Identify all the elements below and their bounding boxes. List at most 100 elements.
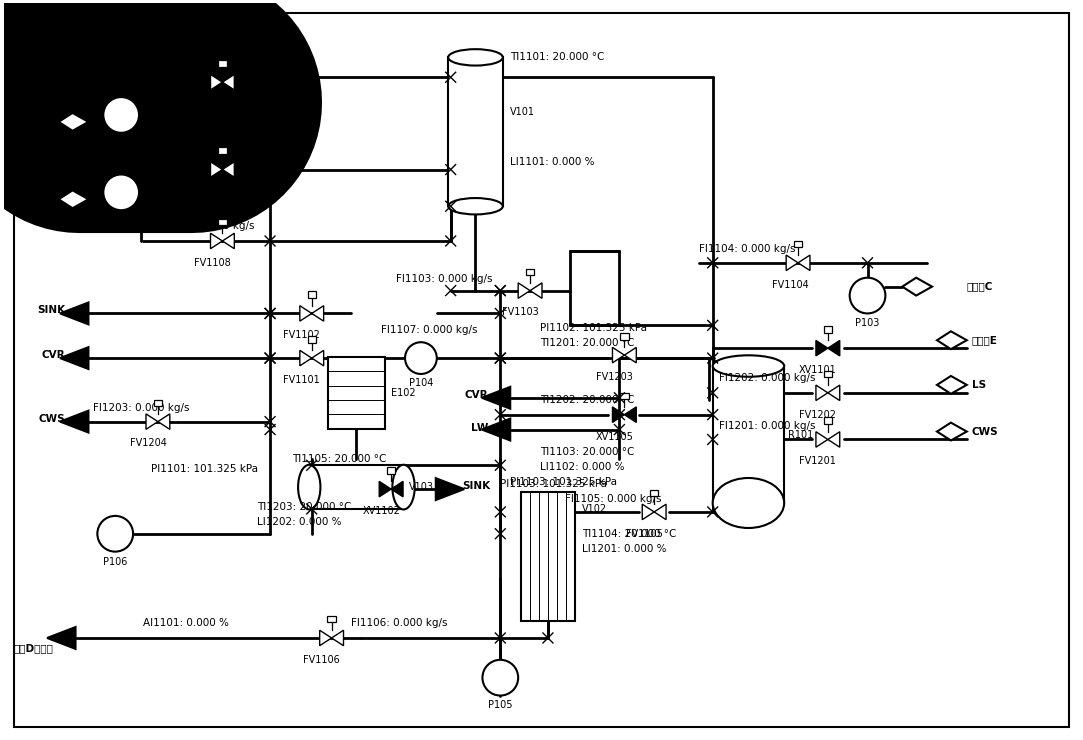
Polygon shape [312, 350, 324, 366]
Polygon shape [391, 481, 403, 497]
Text: FV1105: FV1105 [626, 529, 663, 539]
Text: TI1203: 20.000 °C: TI1203: 20.000 °C [257, 502, 352, 512]
Polygon shape [222, 233, 234, 249]
Polygon shape [312, 306, 324, 321]
Polygon shape [300, 350, 312, 366]
Polygon shape [530, 283, 542, 298]
Text: FI1101: 0.000 kg/s: FI1101: 0.000 kg/s [158, 59, 255, 70]
Bar [824, 371, 832, 377]
Text: FV1104: FV1104 [772, 280, 809, 289]
Polygon shape [827, 431, 839, 447]
Polygon shape [210, 162, 222, 178]
Polygon shape [60, 347, 89, 369]
Text: CWS: CWS [971, 426, 999, 437]
Text: FV1204: FV1204 [130, 439, 167, 448]
Text: XV1105: XV1105 [596, 431, 634, 442]
Text: FV1108: FV1108 [194, 258, 231, 268]
Polygon shape [815, 431, 827, 447]
Circle shape [103, 175, 139, 210]
Polygon shape [379, 481, 391, 497]
Text: XV1101: XV1101 [799, 365, 837, 375]
Text: XV1102: XV1102 [363, 506, 400, 516]
Text: TI1105: 20.000 °C: TI1105: 20.000 °C [292, 454, 387, 464]
Circle shape [103, 97, 139, 132]
Text: FI1102: 0.000 kg/s: FI1102: 0.000 kg/s [158, 152, 255, 161]
Text: TI1202: 20.000 °C: TI1202: 20.000 °C [540, 394, 635, 405]
Circle shape [482, 660, 518, 696]
Polygon shape [158, 414, 170, 429]
Text: FV1103: FV1103 [501, 308, 538, 317]
Text: FI1103: 0.000 kg/s: FI1103: 0.000 kg/s [396, 274, 493, 283]
Circle shape [850, 278, 886, 314]
Bar [448, 58, 503, 206]
Text: FI1104: 0.000 kg/s: FI1104: 0.000 kg/s [699, 244, 795, 254]
Text: FV1102: FV1102 [284, 330, 321, 340]
Text: PI1101: 101.325 kPa: PI1101: 101.325 kPa [151, 464, 258, 474]
Polygon shape [300, 306, 312, 321]
Text: P103: P103 [856, 318, 879, 329]
Text: TI1104: 20.000 °C: TI1104: 20.000 °C [582, 529, 676, 539]
Text: FV1201: FV1201 [799, 457, 836, 466]
Ellipse shape [713, 355, 784, 377]
Bar [308, 292, 316, 298]
Polygon shape [625, 347, 637, 363]
Bar [327, 616, 336, 622]
Text: FV1202: FV1202 [799, 410, 836, 420]
Text: FI1202: 0.000 kg/s: FI1202: 0.000 kg/s [719, 373, 815, 383]
Bar [621, 393, 628, 399]
Text: LW: LW [471, 423, 488, 433]
Bar [219, 219, 226, 226]
Circle shape [97, 516, 133, 551]
Text: LI1202: 0.000 %: LI1202: 0.000 % [257, 517, 341, 527]
Polygon shape [222, 75, 234, 90]
Text: FI1203: 0.000 kg/s: FI1203: 0.000 kg/s [93, 403, 190, 413]
Polygon shape [937, 376, 967, 394]
Polygon shape [58, 113, 89, 131]
Text: FV1203: FV1203 [596, 372, 632, 382]
Polygon shape [613, 347, 625, 363]
Text: LS: LS [971, 380, 986, 390]
Text: PI1103: 101.325 kPa: PI1103: 101.325 kPa [510, 477, 617, 487]
Circle shape [405, 342, 436, 374]
Polygon shape [60, 411, 89, 432]
Polygon shape [146, 414, 158, 429]
Text: PI1103: 101.325 kPa: PI1103: 101.325 kPa [500, 479, 608, 489]
Text: 催化剂C: 催化剂C [967, 282, 993, 292]
Ellipse shape [713, 478, 784, 528]
Polygon shape [815, 340, 827, 356]
Text: R101: R101 [788, 429, 813, 440]
Bar [824, 417, 832, 424]
Polygon shape [48, 627, 76, 649]
Bar [219, 60, 226, 67]
Text: FV1106: FV1106 [303, 655, 340, 665]
Polygon shape [937, 423, 967, 440]
Polygon shape [210, 233, 222, 249]
Text: TI1101: 20.000 °C: TI1101: 20.000 °C [510, 53, 604, 62]
Polygon shape [625, 407, 637, 423]
Polygon shape [642, 504, 654, 519]
Text: FI1107: 0.000 kg/s: FI1107: 0.000 kg/s [381, 326, 478, 335]
Text: P106: P106 [103, 556, 128, 567]
Text: LI1101: 0.000 %: LI1101: 0.000 % [510, 157, 595, 166]
Bar [621, 333, 628, 340]
Text: P105: P105 [488, 701, 512, 710]
Bar [794, 240, 803, 247]
Text: LI1201: 0.000 %: LI1201: 0.000 % [582, 544, 666, 554]
Text: TI1201: 20.000 °C: TI1201: 20.000 °C [540, 338, 635, 349]
Polygon shape [827, 340, 839, 356]
Bar [219, 147, 226, 154]
Text: V101: V101 [510, 107, 535, 117]
Text: FI1105: 0.000 kg/s: FI1105: 0.000 kg/s [565, 494, 662, 504]
Polygon shape [654, 504, 666, 519]
Text: P104: P104 [408, 378, 433, 388]
Text: SINK: SINK [38, 306, 66, 315]
Ellipse shape [392, 465, 415, 509]
Text: 抑制剂E: 抑制剂E [971, 335, 997, 346]
Polygon shape [482, 419, 510, 440]
Text: TI1103: 20.000 °C: TI1103: 20.000 °C [540, 448, 635, 457]
Text: SINK: SINK [462, 481, 491, 491]
Text: FV1101: FV1101 [194, 99, 231, 109]
Polygon shape [210, 75, 222, 90]
Ellipse shape [298, 465, 321, 509]
Text: 产品D混合物: 产品D混合物 [14, 643, 54, 653]
